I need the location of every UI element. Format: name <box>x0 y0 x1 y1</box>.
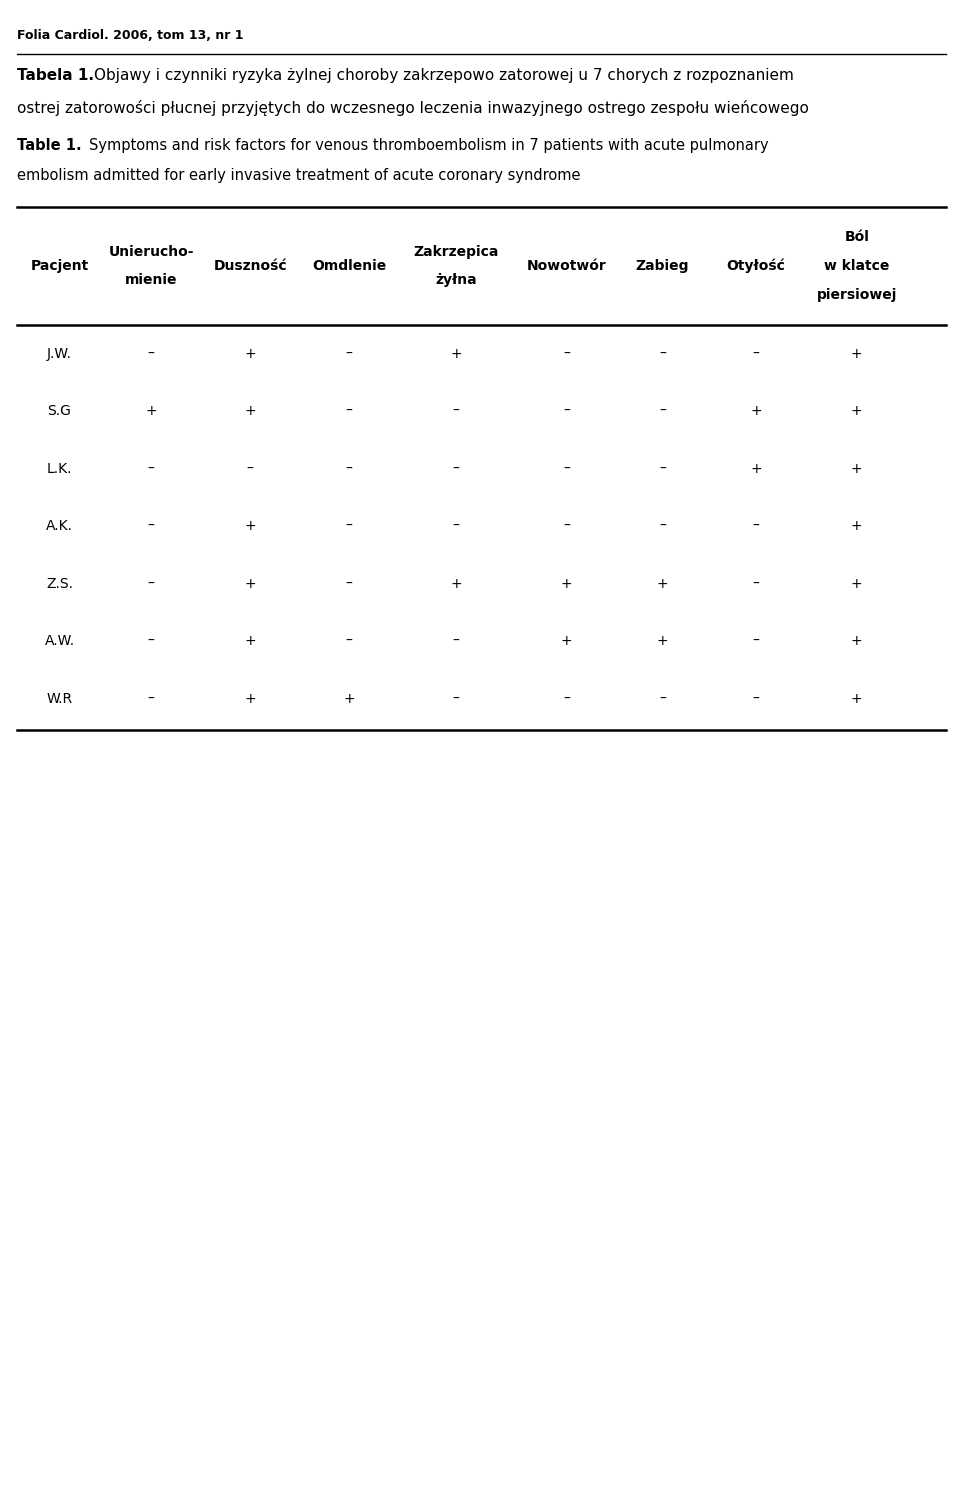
Text: –: – <box>753 346 759 361</box>
Text: –: – <box>452 691 460 706</box>
Text: –: – <box>753 519 759 534</box>
Text: –: – <box>753 634 759 649</box>
Text: –: – <box>346 404 352 419</box>
Text: –: – <box>563 691 570 706</box>
Text: Pacjent: Pacjent <box>31 259 88 274</box>
Text: –: – <box>148 346 155 361</box>
Text: +: + <box>244 519 256 534</box>
Text: +: + <box>750 461 762 476</box>
Text: Zakrzepica: Zakrzepica <box>414 245 498 259</box>
Text: –: – <box>148 461 155 476</box>
Text: +: + <box>851 461 863 476</box>
Text: Folia Cardiol. 2006, tom 13, nr 1: Folia Cardiol. 2006, tom 13, nr 1 <box>17 29 244 42</box>
Text: –: – <box>452 519 460 534</box>
Text: –: – <box>563 519 570 534</box>
Text: –: – <box>452 404 460 419</box>
Text: Tabela 1.: Tabela 1. <box>17 68 94 83</box>
Text: Otyłość: Otyłość <box>727 259 785 274</box>
Text: –: – <box>148 576 155 591</box>
Text: mienie: mienie <box>125 274 178 287</box>
Text: +: + <box>851 691 863 706</box>
Text: +: + <box>657 634 668 649</box>
Text: +: + <box>244 346 256 361</box>
Text: –: – <box>346 519 352 534</box>
Text: +: + <box>561 576 572 591</box>
Text: +: + <box>851 346 863 361</box>
Text: +: + <box>244 634 256 649</box>
Text: Objawy i czynniki ryzyka żylnej choroby zakrzepowo zatorowej u 7 chorych z rozpo: Objawy i czynniki ryzyka żylnej choroby … <box>94 68 794 83</box>
Text: –: – <box>659 404 666 419</box>
Text: –: – <box>346 634 352 649</box>
Text: –: – <box>753 691 759 706</box>
Text: piersiowej: piersiowej <box>817 287 897 302</box>
Text: A.K.: A.K. <box>46 519 73 534</box>
Text: –: – <box>659 519 666 534</box>
Text: Zabieg: Zabieg <box>636 259 689 274</box>
Text: –: – <box>452 461 460 476</box>
Text: +: + <box>244 404 256 419</box>
Text: –: – <box>563 404 570 419</box>
Text: +: + <box>750 404 762 419</box>
Text: –: – <box>659 461 666 476</box>
Text: –: – <box>346 461 352 476</box>
Text: J.W.: J.W. <box>47 346 72 361</box>
Text: +: + <box>343 691 355 706</box>
Text: Table 1.: Table 1. <box>17 138 82 153</box>
Text: +: + <box>450 576 462 591</box>
Text: ostrej zatorowości płucnej przyjętych do wczesnego leczenia inwazyjnego ostrego : ostrej zatorowości płucnej przyjętych do… <box>17 100 809 116</box>
Text: –: – <box>563 346 570 361</box>
Text: W.R: W.R <box>46 691 73 706</box>
Text: +: + <box>851 576 863 591</box>
Text: –: – <box>659 346 666 361</box>
Text: +: + <box>851 404 863 419</box>
Text: +: + <box>244 691 256 706</box>
Text: żyłna: żyłna <box>435 274 477 287</box>
Text: embolism admitted for early invasive treatment of acute coronary syndrome: embolism admitted for early invasive tre… <box>17 168 581 183</box>
Text: –: – <box>563 461 570 476</box>
Text: w klatce: w klatce <box>824 259 890 274</box>
Text: Omdlenie: Omdlenie <box>312 259 386 274</box>
Text: –: – <box>659 691 666 706</box>
Text: –: – <box>452 634 460 649</box>
Text: –: – <box>346 576 352 591</box>
Text: –: – <box>148 519 155 534</box>
Text: +: + <box>561 634 572 649</box>
Text: L.K.: L.K. <box>47 461 72 476</box>
Text: +: + <box>145 404 157 419</box>
Text: Nowotwór: Nowotwór <box>526 259 607 274</box>
Text: +: + <box>657 576 668 591</box>
Text: +: + <box>851 519 863 534</box>
Text: +: + <box>450 346 462 361</box>
Text: –: – <box>148 634 155 649</box>
Text: Unieruchо-: Unieruchо- <box>108 245 194 259</box>
Text: +: + <box>244 576 256 591</box>
Text: +: + <box>851 634 863 649</box>
Text: Z.S.: Z.S. <box>46 576 73 591</box>
Text: –: – <box>247 461 253 476</box>
Text: –: – <box>346 346 352 361</box>
Text: S.G: S.G <box>48 404 71 419</box>
Text: A.W.: A.W. <box>44 634 75 649</box>
Text: –: – <box>148 691 155 706</box>
Text: Ból: Ból <box>845 230 869 245</box>
Text: Duszność: Duszność <box>213 259 287 274</box>
Text: –: – <box>753 576 759 591</box>
Text: Symptoms and risk factors for venous thromboembolism in 7 patients with acute pu: Symptoms and risk factors for venous thr… <box>89 138 769 153</box>
